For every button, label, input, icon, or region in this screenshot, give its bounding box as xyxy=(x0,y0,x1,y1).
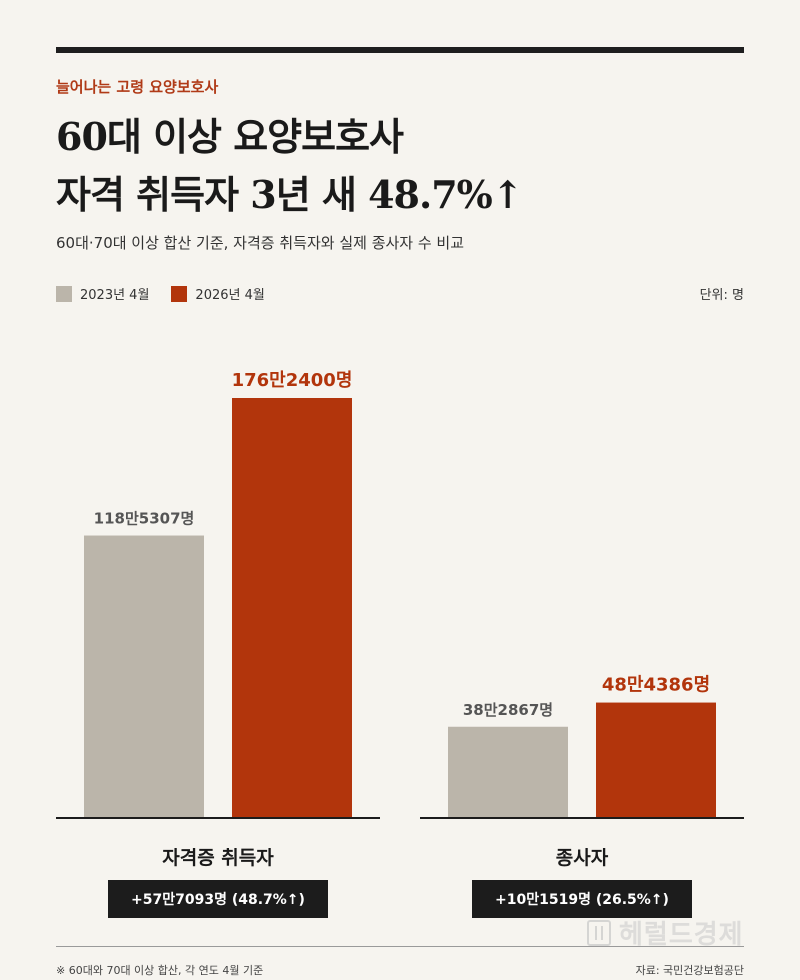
kicker: 늘어나는 고령 요양보호사 xyxy=(56,78,219,96)
bar-qualified-2026 xyxy=(232,398,352,818)
bar-chart: 118만5307명 176만2400명 38만2867명 48만4386명 xyxy=(56,370,744,819)
legend-item-2026: 2026년 4월 xyxy=(171,284,265,303)
legend-swatch-2026 xyxy=(171,285,188,302)
title-line-2: 자격 취득자 3년 새 48.7%↑ xyxy=(56,172,524,217)
bar-qualified-2023 xyxy=(84,535,204,818)
watermark-text: 헤럴드경제 xyxy=(619,920,744,950)
unit-label: 단위: 명 xyxy=(699,288,744,303)
subtitle: 60대·70대 이상 합산 기준, 자격증 취득자와 실제 종사자 수 비교 xyxy=(56,234,465,252)
legend-item-2023: 2023년 4월 xyxy=(56,284,149,303)
legend-label-2023: 2023년 4월 xyxy=(80,288,150,303)
watermark: 헤럴드경제 xyxy=(587,914,744,951)
change-badge-qualified: +57만7093명 (48.7%↑) xyxy=(108,880,328,918)
legend-swatch-2023 xyxy=(56,285,72,302)
bar-workers-2026 xyxy=(596,702,716,818)
footnote: ※ 60대와 70대 이상 합산, 각 연도 4월 기준 xyxy=(56,964,264,977)
watermark-logo-icon xyxy=(587,919,611,946)
data-label-qualified-2026: 176만2400명 xyxy=(232,370,353,391)
category-label-qualified: 자격증 취득자 xyxy=(162,847,274,869)
change-badge-workers: +10만1519명 (26.5%↑) xyxy=(472,880,692,918)
data-label-workers-2026: 48만4386명 xyxy=(602,675,710,696)
bottom-rule xyxy=(56,946,744,947)
category-label-workers: 종사자 xyxy=(555,847,609,869)
legend-label-2026: 2026년 4월 xyxy=(195,288,265,303)
legend: 2023년 4월 2026년 4월 xyxy=(56,284,287,303)
data-label-workers-2023: 38만2867명 xyxy=(463,701,553,719)
chart-title: 60대 이상 요양보호사 자격 취득자 3년 새 48.7%↑ xyxy=(56,108,524,224)
data-label-qualified-2023: 118만5307명 xyxy=(94,510,195,528)
title-line-1: 60대 이상 요양보호사 xyxy=(56,114,404,159)
bar-workers-2023 xyxy=(448,726,568,818)
source: 자료: 국민건강보험공단 xyxy=(635,964,744,977)
top-rule xyxy=(56,47,744,53)
